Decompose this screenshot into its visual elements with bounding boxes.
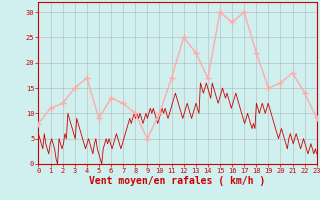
X-axis label: Vent moyen/en rafales ( km/h ): Vent moyen/en rafales ( km/h ) bbox=[90, 176, 266, 186]
